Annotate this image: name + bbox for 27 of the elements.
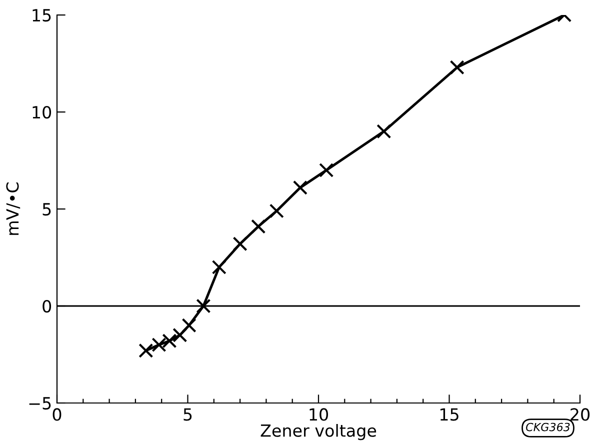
y-tick-label: 15 — [32, 9, 51, 22]
y-tick-label: −5 — [29, 397, 51, 410]
point — [172, 328, 188, 342]
y-tick-label: 0 — [42, 300, 52, 313]
point — [152, 338, 166, 352]
y-tick-label: 5 — [42, 203, 51, 216]
x-axis-title: Zener voltage — [260, 424, 376, 440]
point — [182, 318, 196, 333]
point — [269, 204, 284, 218]
point — [232, 236, 248, 252]
x-tick-label: 5 — [184, 408, 192, 421]
point — [292, 180, 308, 195]
y-tick-label: 10 — [32, 106, 52, 119]
point — [212, 260, 226, 274]
point — [450, 60, 464, 75]
y-axis-title: mV/•C — [6, 182, 20, 235]
point — [196, 298, 211, 314]
x-tick-label: 10 — [310, 408, 328, 421]
x-tick-label: 0 — [52, 408, 62, 421]
text: CKG363 — [526, 422, 570, 432]
x-tick-label: 15 — [440, 408, 458, 421]
point — [251, 219, 266, 234]
point — [319, 162, 334, 178]
point — [138, 343, 154, 358]
point — [162, 334, 177, 348]
point — [376, 124, 392, 139]
x-tick-label: 20 — [570, 408, 590, 421]
